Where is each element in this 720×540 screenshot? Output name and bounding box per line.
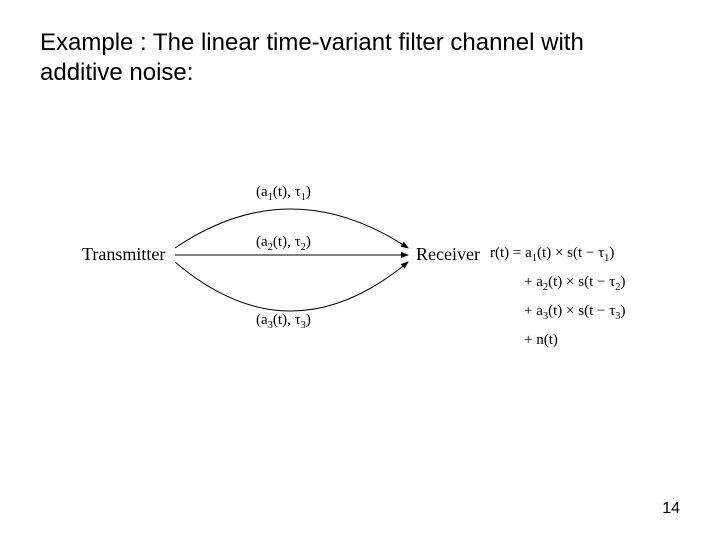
path-label-2: (a2(t), τ2) bbox=[256, 234, 311, 253]
pl1-e: ) bbox=[306, 184, 311, 200]
pl3-e: ) bbox=[306, 312, 311, 328]
eq-line-2: + a2(t) × s(t − τ2) bbox=[490, 269, 625, 298]
pl1-c: (t), τ bbox=[273, 184, 301, 200]
pl1-a: (a bbox=[256, 184, 268, 200]
page-number: 14 bbox=[662, 500, 680, 518]
path-label-1: (a1(t), τ1) bbox=[256, 184, 311, 203]
pl2-a: (a bbox=[256, 234, 268, 250]
eq3-c: (t) × s(t − τ bbox=[548, 303, 615, 319]
heading-line-1: Example : The linear time-variant filter… bbox=[40, 29, 584, 56]
eq4-a: + n(t) bbox=[524, 332, 558, 348]
eq2-c: (t) × s(t − τ bbox=[548, 274, 615, 290]
slide-heading: Example : The linear time-variant filter… bbox=[40, 28, 680, 88]
received-signal-equation: r(t) = a1(t) × s(t − τ1) + a2(t) × s(t −… bbox=[490, 240, 625, 354]
path-label-3: (a3(t), τ3) bbox=[256, 312, 311, 331]
eq1-e: ) bbox=[609, 245, 614, 261]
eq-line-4: + n(t) bbox=[490, 327, 625, 354]
pl2-e: ) bbox=[306, 234, 311, 250]
pl2-c: (t), τ bbox=[273, 234, 301, 250]
slide: Example : The linear time-variant filter… bbox=[0, 0, 720, 540]
eq2-a: + a bbox=[524, 274, 543, 290]
heading-line-2: additive noise: bbox=[40, 59, 193, 86]
eq3-a: + a bbox=[524, 303, 543, 319]
transmitter-label: Transmitter bbox=[82, 244, 165, 265]
pl3-c: (t), τ bbox=[273, 312, 301, 328]
eq1-a: r(t) = a bbox=[490, 245, 532, 261]
eq2-e: ) bbox=[620, 274, 625, 290]
eq3-e: ) bbox=[620, 303, 625, 319]
pl3-a: (a bbox=[256, 312, 268, 328]
receiver-label: Receiver bbox=[416, 244, 480, 265]
eq-line-1: r(t) = a1(t) × s(t − τ1) bbox=[490, 240, 625, 269]
channel-diagram: Transmitter Receiver (a1(t), τ1) (a2(t),… bbox=[70, 140, 650, 440]
eq-line-3: + a3(t) × s(t − τ3) bbox=[490, 298, 625, 327]
eq1-c: (t) × s(t − τ bbox=[537, 245, 604, 261]
path-arc-3 bbox=[175, 262, 408, 311]
